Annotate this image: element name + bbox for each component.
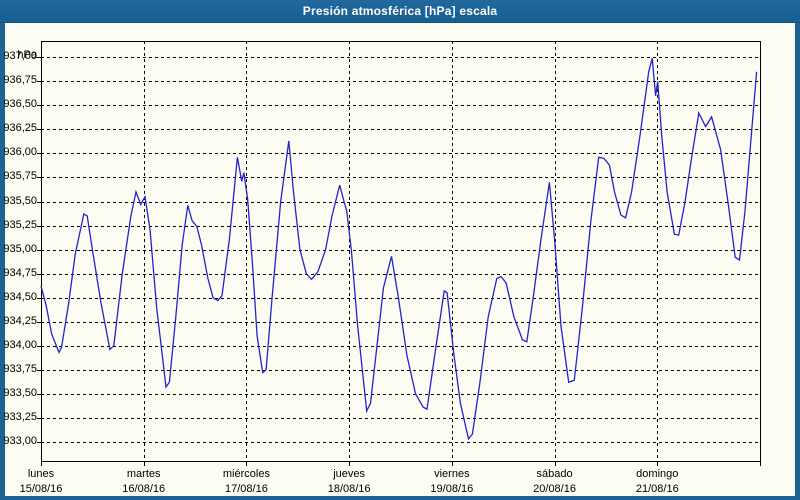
window-title: Presión atmosférica [hPa] escala <box>302 4 498 18</box>
y-axis-label: 935,00 <box>3 242 37 255</box>
y-axis-label: 933,50 <box>3 386 37 399</box>
pressure-chart: hPa 937,00 936,75 936,50 936,25 936,00 935,75… <box>0 22 800 496</box>
y-axis-label: 935,75 <box>3 170 37 183</box>
y-axis-unit-label: hPa <box>17 49 37 61</box>
x-axis-date-label: 18/08/16 <box>327 483 371 495</box>
y-axis-label: 936,75 <box>3 74 37 87</box>
y-axis-label: 936,50 <box>3 98 37 111</box>
x-axis-day-label: lunes <box>27 468 55 480</box>
x-axis-day-label: jueves <box>333 468 366 480</box>
y-axis-label: 934,00 <box>3 338 37 351</box>
y-axis-label: 936,25 <box>3 122 37 135</box>
x-axis-date-label: 20/08/16 <box>533 483 576 495</box>
plot-border <box>41 41 761 462</box>
x-axis-date-label: 19/08/16 <box>430 483 474 495</box>
x-axis-day-label: miércoles <box>222 468 270 480</box>
y-axis-label: 933,25 <box>3 410 37 423</box>
y-axis-label: 934,50 <box>3 290 37 303</box>
x-axis-day-label: sábado <box>536 468 573 480</box>
y-axis-label: 935,50 <box>3 194 37 207</box>
y-axis-label: 936,00 <box>3 146 37 159</box>
pressure-line-chart <box>37 41 761 466</box>
y-axis-label: 934,25 <box>3 314 37 327</box>
x-axis-day-label: domingo <box>636 468 679 480</box>
y-axis-label: 933,00 <box>3 434 37 447</box>
x-axis-date-label: 15/08/16 <box>19 483 63 495</box>
x-axis-day-label: martes <box>126 468 161 480</box>
y-axis-label: 935,25 <box>3 218 37 231</box>
x-axis-day-label: viernes <box>434 468 470 480</box>
x-axis-date-label: 21/08/16 <box>635 483 679 495</box>
y-axis-label: 934,75 <box>3 266 37 279</box>
pressure-series-line <box>40 58 758 441</box>
y-axis-label: 937,00 <box>3 50 37 63</box>
x-axis-date-label: 17/08/16 <box>225 483 268 495</box>
window-titlebar[interactable]: Presión atmosférica [hPa] escala <box>0 0 800 23</box>
y-axis-label: 933,75 <box>3 362 37 375</box>
x-axis-date-label: 16/08/16 <box>122 483 166 495</box>
